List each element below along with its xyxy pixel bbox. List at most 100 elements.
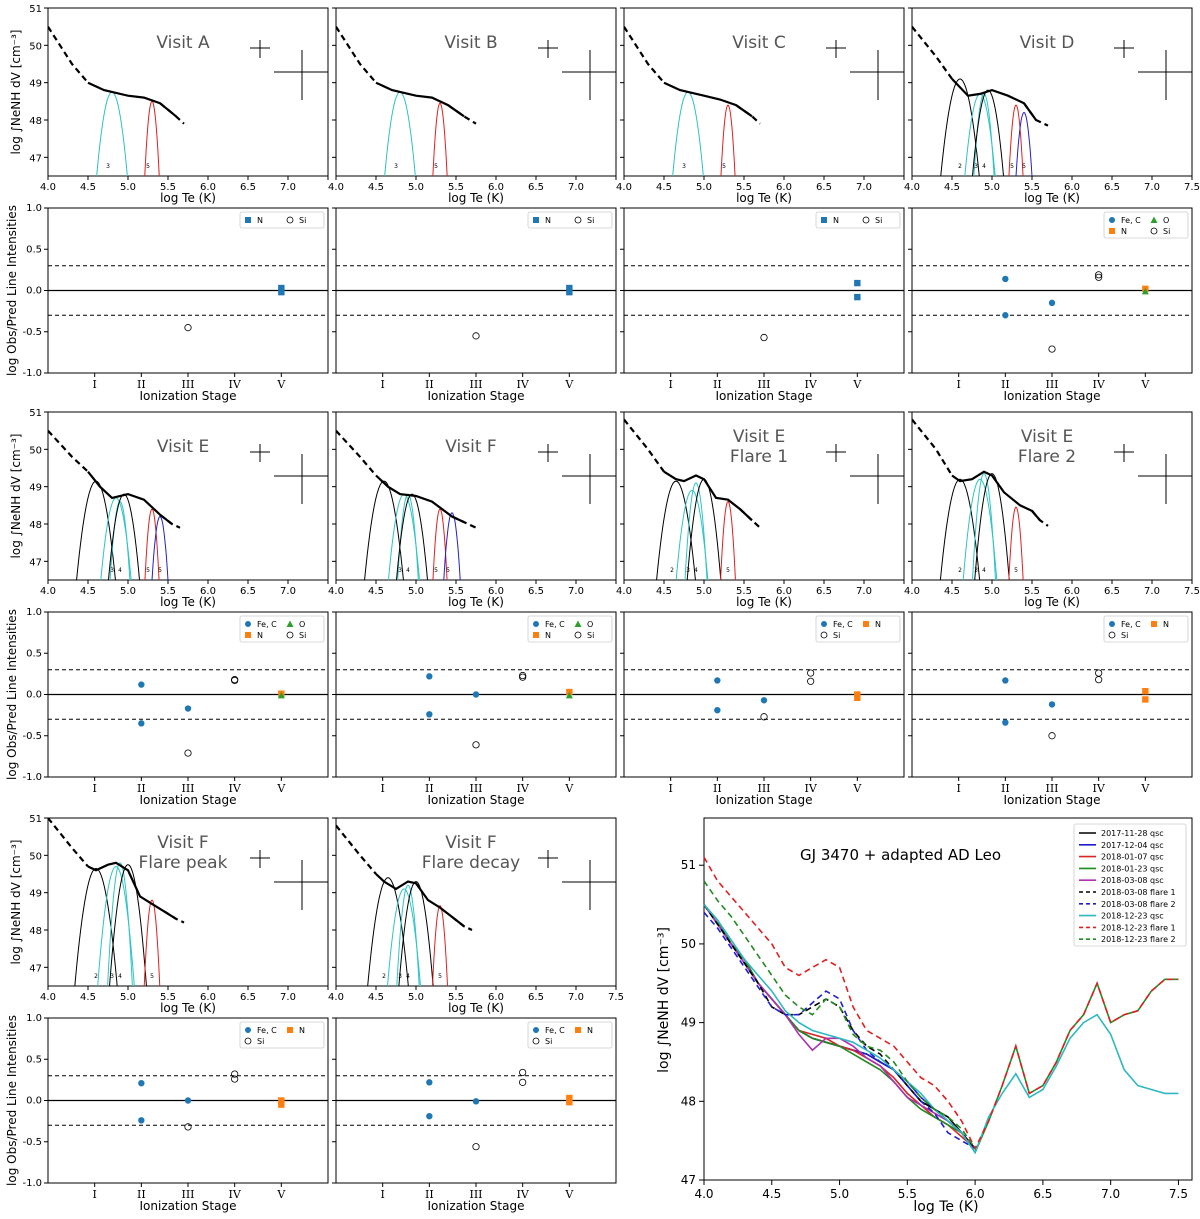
ion-fraction-curve [939,478,981,580]
legend-o-marker [286,620,294,627]
ionization-stage-label: 5 [158,567,162,574]
legend-fe-c-marker [1109,621,1115,627]
x-tick-label: V [1140,782,1150,795]
x-tick-label: 7.0 [1144,182,1160,193]
series-line [703,904,976,1150]
x-tick-label: II [137,1188,146,1201]
combined-legend-label: 2018-03-08 flare 1 [1101,888,1176,897]
fe-c-marker [1048,299,1056,307]
ion-curves [336,26,477,176]
ion-fraction-curve [940,78,980,176]
ion-fraction-curve [672,91,704,176]
x-tick-label: I [92,782,96,795]
dem-curve [663,81,753,118]
legend-si-marker [244,1037,252,1045]
x-tick-label: 4.0 [40,182,56,193]
fe-c-marker [426,1112,433,1120]
legend-label: N [545,631,551,640]
dem-panel: 3 4 5 5 Visit F 4.0 4.5 5.0 5.5 6.0 6.5 7.0 log Te (… [328,411,617,609]
x-tick-label: 7.0 [280,586,296,597]
ionization-stage-label: 4 [118,567,122,574]
x-tick-label: I [380,782,384,795]
y-axis-label: log Obs/Pred Line Intensities [5,1015,19,1186]
combined-x-tick-label: 6.5 [1033,1187,1052,1201]
combined-x-tick-label: 4.0 [694,1187,713,1201]
x-tick-label: 6.0 [1064,586,1080,597]
combined-ticks: 4.0 4.5 5.0 5.5 6.0 6.5 7.0 7.5 47 48 49 50 51 [681,858,1188,1201]
x-tick-label: 4.0 [904,586,920,597]
si-marker [472,1143,480,1151]
legend-label: N [833,216,839,225]
x-tick-label: 7.0 [568,992,584,1003]
legend-label: Fe, C [257,620,277,629]
legend-si-marker [820,631,828,639]
dem-curve-dashed-end [159,513,181,529]
dem-curve [87,861,177,920]
x-tick-label: 4.5 [944,586,960,597]
panel-title: Visit E [733,427,785,447]
fe-c-marker [138,681,145,688]
ionization-stage-label: 3 [686,567,690,574]
legend-fe-c-marker [245,1027,251,1033]
series-line [703,904,976,1150]
fe-c-marker [1002,275,1009,283]
si-marker [760,333,768,342]
dem-curve-dashed-start [336,26,377,84]
x-tick-label: IV [229,1188,242,1201]
y-tick-label: -1.0 [22,1178,42,1189]
dem-curve [87,471,173,525]
x-tick-label: IV [1093,782,1106,795]
x-tick-label: 5.5 [160,992,176,1003]
ion-fraction-curve [96,91,128,176]
x-tick-label: 7.0 [568,586,584,597]
ionization-stage-label: 5 [1010,163,1014,170]
y-tick-label: 47 [29,557,42,568]
legend-label: Fe, C [257,1026,277,1035]
y-axis-label: log ∫NeNH dV [cm⁻³] [9,434,23,559]
x-tick-label: I [668,782,672,795]
x-tick-label: 5.0 [408,182,424,193]
n-marker [566,288,573,296]
x-axis-label: log Te (K) [1024,191,1080,205]
x-tick-label: 7.0 [568,182,584,193]
dem-curve-dashed-end [739,508,761,529]
ion-fraction-curve [974,473,1010,580]
x-tick-label: 7.0 [856,182,872,193]
y-tick-label: -0.5 [22,1137,42,1148]
ionization-stage-label: 4 [118,973,122,980]
ionization-stage-label: 3 [106,163,110,170]
legend-fe-c-marker [533,621,539,627]
x-axis-label: log Te (K) [736,595,792,609]
ion-fraction-curve [76,480,116,580]
y-tick-label: -0.5 [22,327,42,338]
x-tick-label: III [757,378,770,391]
si-marker [519,673,527,681]
ionization-stage-label: 3 [398,973,402,980]
n-marker [278,1101,285,1108]
panel-title: Visit E [157,437,209,457]
legend-n-marker [245,217,251,223]
ionization-stage-label: 2 [94,973,98,980]
x-tick-label: 5.5 [160,586,176,597]
x-tick-label: V [852,782,862,795]
si-marker [472,332,480,340]
legend-fe-c-marker [821,621,827,627]
x-tick-label: II [713,782,722,795]
legend-label: Si [1163,227,1170,236]
n-marker [1142,688,1149,695]
x-tick-label: I [380,378,384,391]
combined-legend-label: 2018-03-08 flare 2 [1101,900,1176,909]
panel-title: Visit E [1021,427,1073,447]
si-marker [1095,273,1103,281]
dem-curve-dashed-end [735,104,761,125]
ion-curves [336,429,477,580]
n-marker [566,1098,573,1106]
ionization-stage-label: 4 [982,163,986,170]
legend-label: Fe, C [1121,216,1141,225]
legend-label: Si [545,1037,552,1046]
n-marker [278,284,285,292]
x-tick-label: 6.5 [240,992,256,1003]
dem-panel: 3 5 Visit B 4.0 4.5 5.0 5.5 6.0 6.5 7.0 log Te (K) [328,7,617,205]
